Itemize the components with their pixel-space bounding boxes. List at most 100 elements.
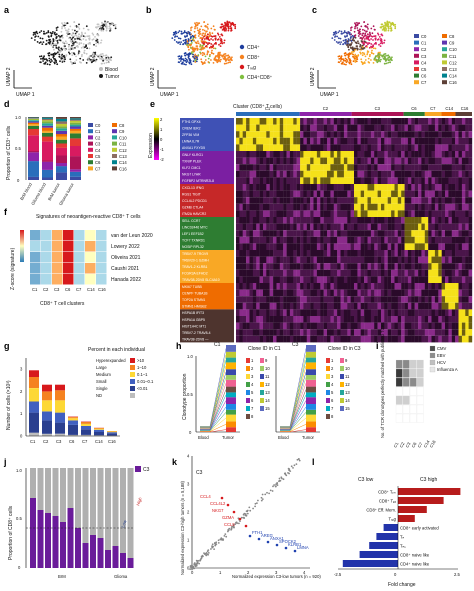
- e-heatmap-cell: [438, 144, 442, 151]
- e-heatmap-cell: [347, 302, 351, 310]
- e-heatmap-cell: [246, 210, 250, 217]
- e-gene-label: LEF1 EEF1B2: [182, 232, 204, 236]
- h-legend-id: 7: [331, 406, 334, 411]
- e-heatmap-cell: [320, 236, 324, 244]
- e-heatmap-cell: [296, 151, 301, 158]
- bar-d-brm-blood-c1: [28, 161, 39, 177]
- h-tumor-seg: [306, 345, 316, 352]
- h-legend-swatch: [246, 398, 250, 403]
- e-heatmap-cell: [249, 276, 254, 283]
- e-heatmap-cell: [458, 263, 463, 270]
- e-heatmap-cell: [434, 217, 439, 224]
- e-heatmap-cell: [263, 269, 267, 277]
- e-heatmap-cell: [289, 309, 294, 316]
- umap-point: [356, 23, 359, 26]
- e-heatmap-cell: [263, 335, 267, 343]
- umap-point: [68, 51, 70, 54]
- umap-point: [81, 53, 83, 56]
- e-heatmap-cell: [283, 131, 287, 138]
- e-heatmap-cell: [259, 164, 264, 171]
- e-heatmap-cell: [434, 250, 439, 257]
- e-heatmap-cell: [306, 203, 311, 211]
- e-heatmap-cell: [256, 296, 260, 303]
- e-heatmap-cell: [468, 256, 473, 264]
- bar-d-brm-blood-c0: [28, 176, 39, 180]
- umap-point: [357, 54, 360, 56]
- umap-point: [381, 54, 384, 57]
- e-heatmap-cell: [357, 137, 361, 145]
- j-bar: [75, 528, 81, 568]
- e-heatmap-cell: [407, 269, 412, 277]
- umap-point: [224, 58, 227, 61]
- e-heatmap-cell: [279, 164, 284, 171]
- e-heatmap-cell: [259, 309, 264, 316]
- e-heatmap-cell: [316, 316, 321, 323]
- e-heatmap-cell: [357, 118, 361, 125]
- e-heatmap-cell: [354, 223, 358, 231]
- umap-point: [355, 59, 357, 61]
- e-heatmap-cell: [384, 217, 388, 224]
- e-heatmap-cell: [391, 210, 395, 217]
- e-heatmap-cell: [256, 118, 260, 125]
- k-point: [290, 465, 293, 468]
- i-cell: [395, 386, 403, 396]
- e-heatmap-cell: [289, 302, 294, 310]
- e-heatmap-cell: [273, 269, 277, 277]
- e-heatmap-cell: [448, 184, 452, 191]
- e-heatmap-cell: [310, 236, 314, 244]
- e-heatmap-cell: [269, 184, 274, 191]
- e-heatmap-cell: [360, 164, 365, 171]
- umap-point: [48, 59, 51, 62]
- e-heatmap-cell: [286, 322, 291, 330]
- e-heatmap-cell: [370, 316, 375, 323]
- e-heatmap-cell: [441, 276, 446, 283]
- e-heatmap-cell: [279, 289, 284, 297]
- h-tumor-seg: [306, 379, 316, 387]
- e-heatmap-cell: [418, 329, 422, 336]
- bar-d-brm-blood-c8: [28, 122, 39, 124]
- e-heatmap-cell: [249, 302, 254, 310]
- e-heatmap-cell: [411, 157, 415, 165]
- l-xtick: -2.5: [334, 572, 342, 577]
- e-heatmap-cell: [381, 137, 385, 145]
- umap-point: [50, 43, 53, 46]
- e-heatmap-cell: [414, 302, 419, 310]
- k-point: [295, 463, 298, 465]
- e-heatmap-cell: [293, 137, 297, 145]
- bar-d-brm-tumor-c13: [56, 121, 67, 124]
- e-heatmap-cell: [337, 236, 341, 244]
- e-heatmap-cell: [461, 289, 466, 297]
- h-flow: [289, 429, 307, 433]
- umap-point: [83, 49, 86, 52]
- e-heatmap-cell: [327, 250, 331, 257]
- umap-point: [198, 22, 201, 25]
- umap-point: [64, 45, 66, 47]
- e-heatmap-cell: [428, 144, 432, 151]
- e-heatmap-cell: [323, 190, 328, 198]
- umap-point: [94, 36, 96, 38]
- k-point: [278, 477, 281, 480]
- umap-point: [69, 58, 72, 61]
- e-heatmap-cell: [465, 250, 469, 257]
- e-heatmap-cell: [407, 335, 412, 343]
- e-heatmap-cell: [397, 217, 402, 224]
- e-heatmap-cell: [279, 236, 284, 244]
- e-heatmap-cell: [340, 263, 345, 270]
- e-heatmap-cell: [236, 230, 240, 237]
- e-heatmap-cell: [283, 151, 287, 158]
- e-heatmap-cell: [370, 289, 375, 297]
- umap-point: [94, 53, 97, 55]
- umap-point: [383, 39, 386, 42]
- umap-point: [78, 50, 80, 53]
- e-heatmap-cell: [249, 137, 254, 145]
- umap-point: [224, 53, 227, 55]
- e-heatmap-cell: [303, 250, 307, 257]
- umap-point: [110, 56, 113, 59]
- e-heatmap-cell: [455, 137, 459, 145]
- e-heatmap-cell: [333, 157, 338, 165]
- e-heatmap-cell: [330, 296, 334, 303]
- e-heatmap-cell: [327, 243, 331, 250]
- umap-point: [373, 28, 376, 31]
- e-heatmap-cell: [451, 157, 456, 165]
- h-tumor-seg: [226, 404, 236, 410]
